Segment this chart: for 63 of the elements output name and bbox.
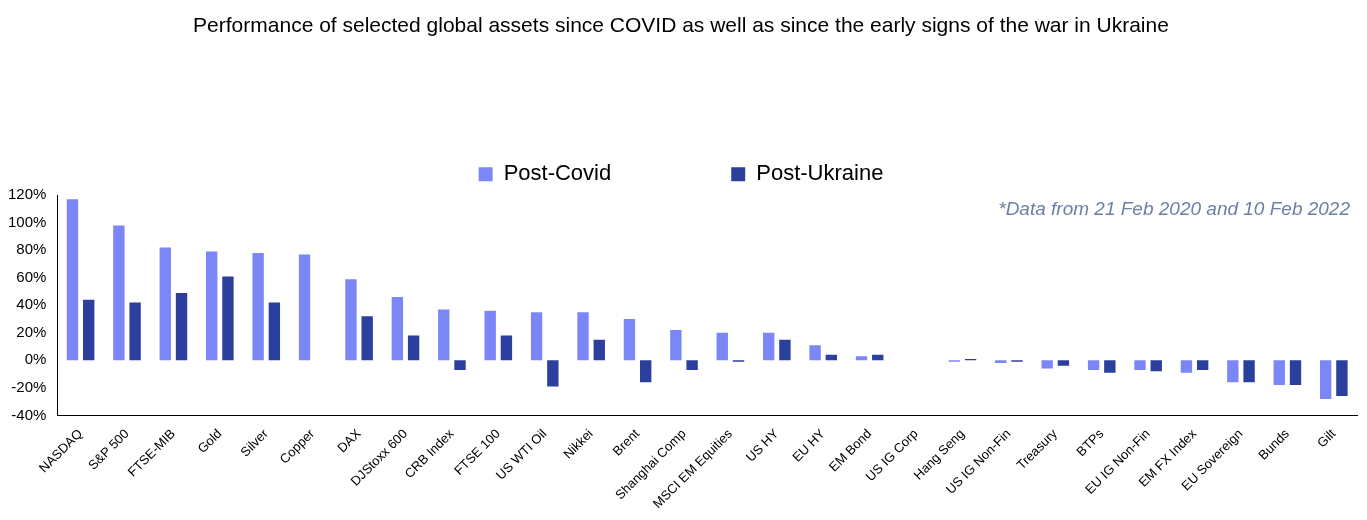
y-tick-label: 0% [24,350,47,368]
bar [530,312,543,361]
bar [593,339,605,361]
bar [500,335,513,361]
bar [670,330,682,361]
bar [361,316,373,361]
bar [454,360,466,370]
y-tick-label: 120% [7,185,47,203]
bar [779,339,791,361]
annotation: *Data from 21 Feb 2020 and 10 Feb 2022 [998,198,1351,220]
bar [1087,360,1100,370]
bar [547,360,559,387]
bar [129,302,141,361]
legend-label: Post-Covid [503,160,612,186]
bar [716,332,728,361]
y-tick-label: -40% [11,405,47,423]
bar [407,335,420,361]
y-tick-label: 100% [7,212,47,230]
bar [577,312,589,361]
bar [66,199,79,361]
bar [298,254,311,361]
y-tick-label: 80% [16,240,47,258]
bar [1180,360,1193,373]
bar [484,310,496,361]
bar [252,253,264,361]
chart-title: Performance of selected global assets since COVID as well as since the early signs of the war in Ukraine [193,13,1169,37]
y-tick-label: 40% [16,295,47,313]
bar [175,292,188,361]
bar [159,247,171,361]
bar [623,319,636,361]
y-tick-label: -20% [11,378,47,396]
bar [686,360,698,370]
bar [206,251,218,361]
bar [113,225,125,361]
bar [855,356,868,361]
bar [1134,360,1146,370]
x-tick-label: US HY [742,425,782,465]
bar [763,332,775,361]
bar [1057,360,1070,366]
bar [995,360,1007,364]
bar [1196,360,1209,370]
x-tick-label: Gilt [1314,425,1339,451]
bar [1273,360,1285,386]
y-tick-label: 20% [16,322,47,340]
bar [1319,360,1332,399]
x-tick-label: EU HY [789,425,829,465]
bar [1243,360,1255,383]
bar [1104,360,1116,373]
bar [83,299,95,361]
bar [809,345,821,361]
legend-label: Post-Ukraine [756,160,884,186]
bar [1041,360,1053,369]
bar [391,297,404,361]
bar [1150,360,1162,372]
bar [345,279,357,361]
bar [222,276,234,361]
bar [640,360,652,383]
bar [1336,360,1348,397]
bar [438,309,450,361]
bar [1227,360,1239,383]
bar [268,302,281,361]
bar [1289,360,1302,386]
y-tick-label: 60% [16,267,47,285]
